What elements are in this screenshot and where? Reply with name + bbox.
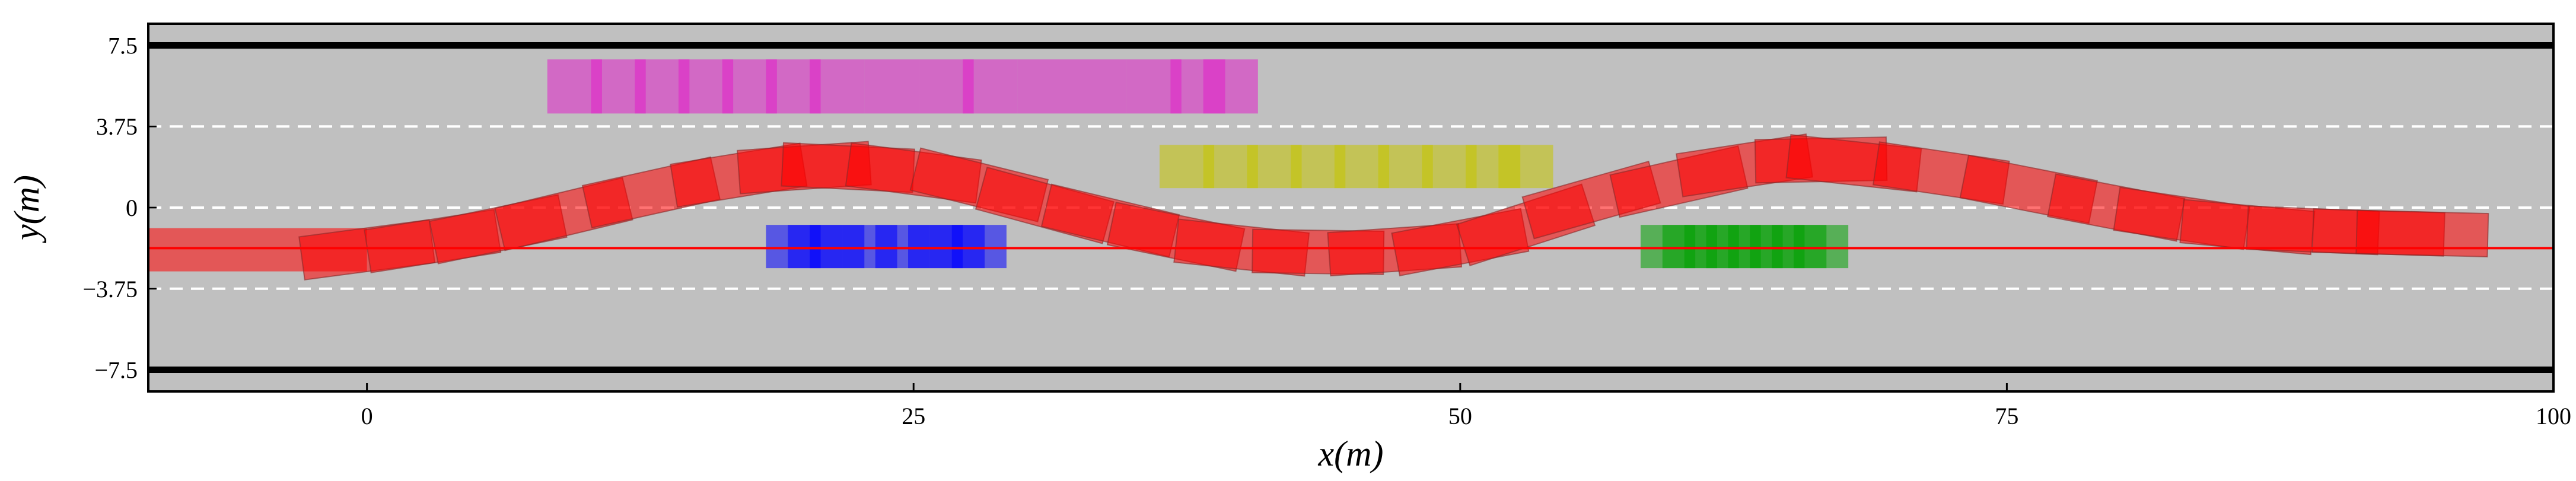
y-tick-label-2: 0 xyxy=(126,195,138,221)
x-tick-label-3: 75 xyxy=(1995,403,2018,429)
y-tick-label-3: −3.75 xyxy=(82,276,138,302)
x-tick-label-0: 0 xyxy=(361,403,373,429)
ego-vehicle xyxy=(148,133,2489,281)
x-tick-label-2: 50 xyxy=(1448,403,1472,429)
x-tick-label-4: 100 xyxy=(2536,403,2571,429)
obstacle-0-footprint-7 xyxy=(864,59,919,114)
obstacle-0-footprint-6 xyxy=(810,59,865,114)
plot-area xyxy=(148,24,2553,391)
ego-pose-30 xyxy=(2355,209,2489,257)
obstacle-0 xyxy=(547,59,1258,114)
y-axis-label: y(m) xyxy=(7,175,46,244)
obstacle-0-footprint-11 xyxy=(1072,59,1127,114)
obstacle-2-footprint-7 xyxy=(951,225,1007,269)
obstacle-1-footprint-8 xyxy=(1498,145,1553,189)
obstacle-2 xyxy=(766,225,1007,269)
axis-ticks: 0 25 50 75 100 7.5 3.75 0 −3.75 −7.5 xyxy=(82,32,2571,429)
x-axis-label: x(m) xyxy=(1318,434,1384,473)
obstacle-0-footprint-9 xyxy=(963,59,1018,114)
obstacle-3-footprint-7 xyxy=(1793,225,1849,269)
y-tick-label-4: −7.5 xyxy=(94,357,138,384)
y-tick-label-1: 3.75 xyxy=(96,113,138,140)
x-tick-label-1: 25 xyxy=(902,403,925,429)
obstacle-0-footprint-10 xyxy=(1017,59,1072,114)
obstacle-1 xyxy=(1159,145,1553,189)
y-tick-label-0: 7.5 xyxy=(108,32,138,59)
obstacle-0-footprint-14 xyxy=(1203,59,1258,114)
obstacle-3 xyxy=(1640,225,1849,269)
